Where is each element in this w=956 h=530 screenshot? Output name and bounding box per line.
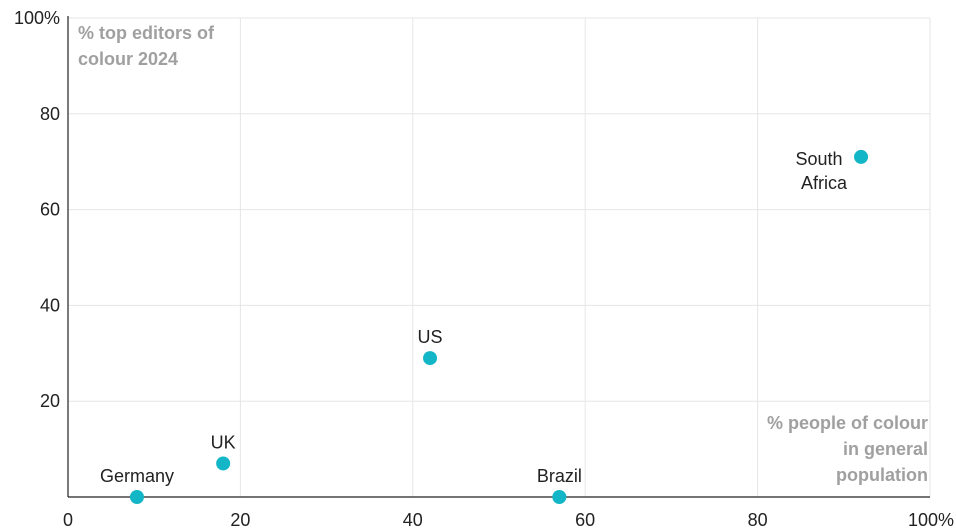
y-tick-label: 60 [40,200,60,220]
tick-labels: 0 20 40 60 80 100% 20 40 60 80 100% [14,8,954,530]
y-axis-title-line: % top editors of [78,23,215,43]
point-label: Germany [100,466,174,486]
point-label: Brazil [537,466,582,486]
x-tick-label: 0 [63,510,73,530]
point-labels: Germany UK US Brazil South Africa [100,149,848,486]
x-tick-label: 80 [748,510,768,530]
x-axis-title-line: population [836,465,928,485]
y-tick-label: 100% [14,8,60,28]
data-point [423,351,438,366]
y-tick-label: 80 [40,104,60,124]
x-axis-title-line: in general [843,439,928,459]
y-tick-label: 20 [40,391,60,411]
data-point [854,149,869,164]
point-label: UK [211,432,236,452]
y-tick-label: 40 [40,295,60,315]
x-tick-label: 100% [908,510,954,530]
data-point [216,456,231,471]
y-axis-title-line: colour 2024 [78,49,178,69]
x-axis-title: % people of colour in general population [767,413,928,485]
x-tick-label: 20 [230,510,250,530]
data-point [129,490,144,504]
x-axis-title-line: % people of colour [767,413,928,433]
point-label: US [418,327,443,347]
grid [68,17,931,497]
x-tick-label: 40 [403,510,423,530]
axes [67,16,930,498]
y-axis-title: % top editors of colour 2024 [78,23,215,69]
data-points [129,149,869,504]
data-point [552,490,567,504]
point-label: South Africa [796,149,849,193]
x-tick-label: 60 [575,510,595,530]
